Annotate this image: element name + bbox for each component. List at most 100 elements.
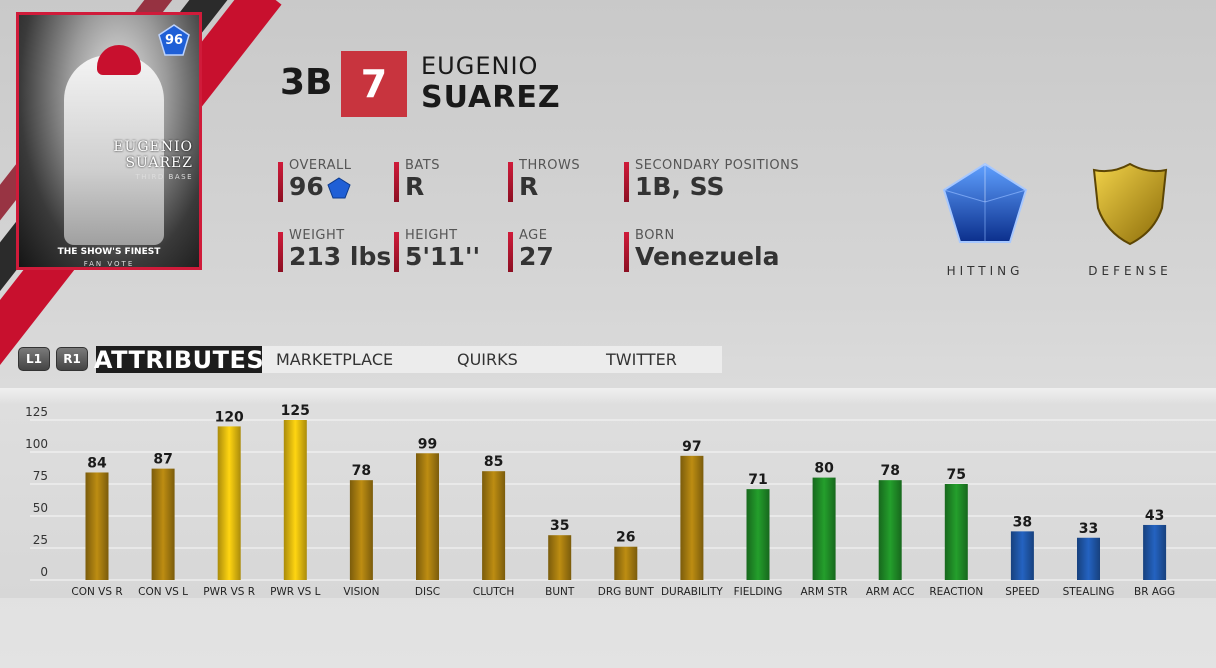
info-label: BORN <box>635 228 675 243</box>
bar <box>482 471 506 580</box>
bar <box>614 546 638 580</box>
bar-value-label: 85 <box>484 454 503 470</box>
tab-quirks[interactable]: QUIRKS <box>457 350 518 369</box>
l1-button[interactable]: L1 <box>18 347 50 371</box>
bar <box>1143 524 1167 580</box>
bar <box>1010 531 1034 580</box>
defense-emblem[interactable]: DEFENSE <box>1080 160 1180 278</box>
player-last-name: SUAREZ <box>421 80 561 115</box>
info-value: R <box>405 172 425 201</box>
info-value: 5'11'' <box>405 242 481 271</box>
tab-attributes[interactable]: ATTRIBUTES <box>93 345 265 374</box>
x-tick-label: PWR VS R <box>203 586 255 598</box>
x-tick-label: CON VS L <box>138 586 188 598</box>
bar <box>349 480 373 580</box>
gold-shield-icon <box>1092 162 1168 246</box>
x-tick-label: FIELDING <box>734 586 783 598</box>
bar-value-label: 38 <box>1013 514 1032 530</box>
bar-value-label: 78 <box>352 463 371 479</box>
info-label: SECONDARY POSITIONS <box>635 158 800 173</box>
card-last-name: SUAREZ <box>125 155 193 171</box>
bar <box>217 426 241 580</box>
y-tick-label: 50 <box>33 501 48 515</box>
r1-button[interactable]: R1 <box>56 347 88 371</box>
player-card[interactable]: 96 EUGENIO SUAREZ THIRD BASE THE SHOW'S … <box>16 12 202 270</box>
info-age: AGE 27 <box>508 228 554 272</box>
card-first-name: EUGENIO <box>113 139 193 155</box>
tab-marketplace[interactable]: MARKETPLACE <box>276 350 394 369</box>
x-tick-label: DISC <box>415 586 440 598</box>
bar <box>944 484 968 580</box>
info-value: 27 <box>519 242 554 271</box>
info-bats: BATS R <box>394 158 440 202</box>
info-label: WEIGHT <box>289 228 345 243</box>
x-tick-label: DRG BUNT <box>598 586 655 598</box>
info-value: R <box>519 172 539 201</box>
y-tick-label: 25 <box>33 533 48 547</box>
bar-value-label: 33 <box>1079 521 1098 537</box>
info-value: 96 <box>289 173 352 201</box>
info-born: BORN Venezuela <box>624 228 780 272</box>
x-tick-label: SPEED <box>1005 586 1039 598</box>
info-throws: THROWS R <box>508 158 581 202</box>
bar <box>746 489 770 580</box>
x-tick-label: STEALING <box>1063 586 1115 598</box>
jersey-number: 7 <box>341 51 407 117</box>
y-tick-label: 0 <box>40 565 48 579</box>
player-figure <box>64 55 164 245</box>
info-label: AGE <box>519 228 548 243</box>
diamond-icon <box>327 177 351 199</box>
x-tick-label: BR AGG <box>1134 586 1175 598</box>
bar <box>416 453 439 580</box>
info-label: THROWS <box>519 158 581 173</box>
bar <box>812 477 836 580</box>
bar-value-label: 99 <box>418 436 437 452</box>
info-weight: WEIGHT 213 lbs <box>278 228 392 272</box>
tab-twitter[interactable]: TWITTER <box>606 350 677 369</box>
info-secondary-positions: SECONDARY POSITIONS 1B, SS <box>624 158 800 202</box>
bar-value-label: 87 <box>153 452 172 468</box>
info-overall: OVERALL 96 <box>278 158 352 202</box>
bar-value-label: 125 <box>281 403 310 419</box>
info-label: HEIGHT <box>405 228 458 243</box>
hitting-label: HITTING <box>946 264 1024 278</box>
bar <box>878 480 902 580</box>
info-value: Venezuela <box>635 242 780 271</box>
card-series: THE SHOW'S FINEST <box>57 247 161 257</box>
info-height: HEIGHT 5'11'' <box>394 228 481 272</box>
x-tick-label: CLUTCH <box>473 586 514 598</box>
bar-value-label: 97 <box>682 439 701 455</box>
info-label: BATS <box>405 158 440 173</box>
bar <box>680 455 704 580</box>
y-tick-label: 100 <box>25 437 48 451</box>
y-tick-label: 125 <box>25 405 48 419</box>
x-tick-label: ARM STR <box>800 586 847 598</box>
overall-value: 96 <box>289 172 324 201</box>
player-first-name: EUGENIO <box>421 52 539 80</box>
bar-value-label: 75 <box>947 467 966 483</box>
bar-value-label: 84 <box>87 455 107 471</box>
bar <box>548 535 572 580</box>
hitting-emblem[interactable]: HITTING <box>935 160 1035 278</box>
bar-value-label: 35 <box>550 518 569 534</box>
card-rating: 96 <box>164 32 184 48</box>
bar <box>151 468 175 580</box>
info-label: OVERALL <box>289 158 352 173</box>
x-tick-label: REACTION <box>929 586 983 598</box>
bar <box>283 420 307 580</box>
x-tick-label: BUNT <box>545 586 575 598</box>
bar-value-label: 120 <box>215 409 244 425</box>
player-position: 3B <box>280 62 333 103</box>
card-series-sub: FAN VOTE <box>83 260 135 268</box>
info-value: 213 lbs <box>289 242 392 271</box>
x-tick-label: PWR VS L <box>270 586 321 598</box>
x-tick-label: ARM ACC <box>866 586 915 598</box>
bar-value-label: 26 <box>616 530 635 546</box>
x-tick-label: VISION <box>343 586 379 598</box>
player-cap <box>97 45 141 75</box>
defense-label: DEFENSE <box>1088 264 1172 278</box>
card-position: THIRD BASE <box>135 173 193 181</box>
bar-value-label: 43 <box>1145 508 1164 524</box>
rating-badge: 96 <box>157 23 191 57</box>
